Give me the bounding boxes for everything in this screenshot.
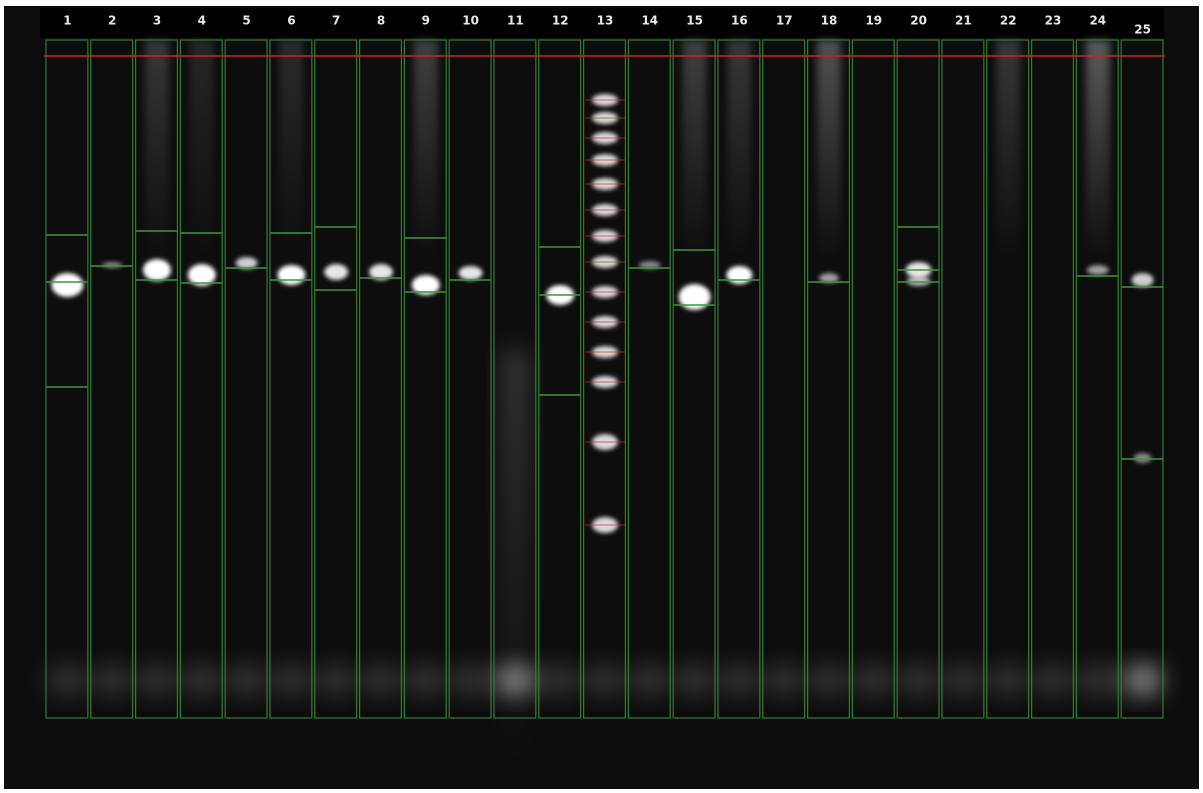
band <box>1132 273 1154 287</box>
lane-label: 5 <box>242 14 250 28</box>
band <box>726 266 752 284</box>
gel-image: 1234567891011121314151617181920212223242… <box>0 0 1203 793</box>
lane-label: 7 <box>332 14 340 28</box>
lane-label: 9 <box>422 14 430 28</box>
lane-label: 11 <box>507 14 524 28</box>
glow <box>1033 664 1073 696</box>
glow <box>1078 664 1118 696</box>
lane-label: 10 <box>462 14 479 28</box>
lane-label: 6 <box>287 14 295 28</box>
band <box>1087 265 1109 275</box>
smear <box>279 40 303 260</box>
lane-label: 3 <box>153 14 161 28</box>
glow <box>182 664 222 696</box>
lane-label: 1 <box>63 14 71 28</box>
glow <box>227 664 267 696</box>
band <box>907 276 931 286</box>
lane-label: 19 <box>865 14 882 28</box>
smear <box>501 350 529 770</box>
smear <box>414 40 438 260</box>
band <box>143 259 171 281</box>
lane-label: 4 <box>198 14 206 28</box>
glow <box>92 664 132 696</box>
glow <box>764 664 804 696</box>
band <box>1134 453 1152 463</box>
lane-label: 14 <box>641 14 658 28</box>
smear <box>190 40 214 260</box>
glow <box>451 664 491 696</box>
smear <box>145 40 169 260</box>
glow <box>899 664 939 696</box>
glow <box>854 664 894 696</box>
band <box>679 284 711 310</box>
glow <box>406 664 446 696</box>
glow <box>719 664 759 696</box>
lane-label: 18 <box>821 14 838 28</box>
glow <box>316 664 356 696</box>
band <box>236 257 258 269</box>
glow <box>630 664 670 696</box>
smear <box>1086 40 1110 260</box>
glow <box>361 664 401 696</box>
lane-label: 25 <box>1134 23 1151 37</box>
band <box>324 264 348 280</box>
smear <box>817 40 841 260</box>
band <box>102 262 122 268</box>
lane-label: 12 <box>552 14 569 28</box>
glow <box>988 664 1028 696</box>
glow <box>585 664 625 696</box>
glow <box>47 664 87 696</box>
glow <box>137 664 177 696</box>
lane-label: 21 <box>955 14 972 28</box>
lane-label: 23 <box>1045 14 1062 28</box>
glow <box>675 664 715 696</box>
band <box>459 266 483 280</box>
glow <box>809 664 849 696</box>
lane-label: 17 <box>776 14 793 28</box>
smear <box>683 40 707 260</box>
glow <box>540 664 580 696</box>
lane-label: 20 <box>910 14 927 28</box>
glow <box>943 664 983 696</box>
lane-label: 22 <box>1000 14 1017 28</box>
lane-label: 13 <box>597 14 614 28</box>
band <box>277 265 305 285</box>
glow <box>271 664 311 696</box>
smear <box>727 40 751 260</box>
glow <box>1123 664 1163 696</box>
smear <box>996 40 1020 260</box>
band <box>51 273 83 297</box>
lane-label: 2 <box>108 14 116 28</box>
lane-label: 24 <box>1089 14 1106 28</box>
lane-label: 8 <box>377 14 385 28</box>
lane-label: 16 <box>731 14 748 28</box>
lane-label: 15 <box>686 14 703 28</box>
